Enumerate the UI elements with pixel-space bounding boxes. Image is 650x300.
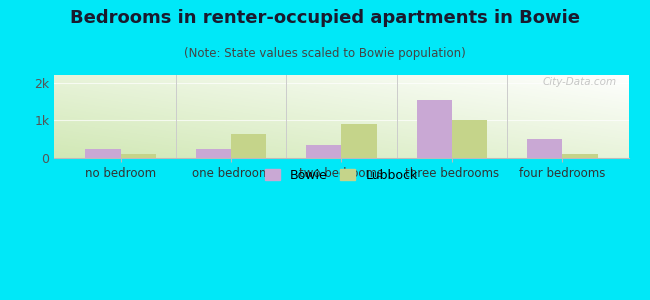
Legend: Bowie, Lubbock: Bowie, Lubbock (260, 164, 422, 187)
Bar (417, 100, 452, 158)
Bar (196, 148, 231, 158)
Bar (231, 134, 266, 158)
Bar (306, 145, 341, 158)
Text: (Note: State values scaled to Bowie population): (Note: State values scaled to Bowie popu… (184, 46, 466, 59)
Bar (562, 154, 597, 158)
Text: City-Data.com: City-Data.com (543, 77, 617, 88)
Bar (85, 149, 121, 158)
Bar (527, 139, 562, 158)
Bar (341, 124, 377, 158)
Text: Bedrooms in renter-occupied apartments in Bowie: Bedrooms in renter-occupied apartments i… (70, 9, 580, 27)
Bar (452, 120, 488, 158)
Bar (121, 154, 156, 158)
